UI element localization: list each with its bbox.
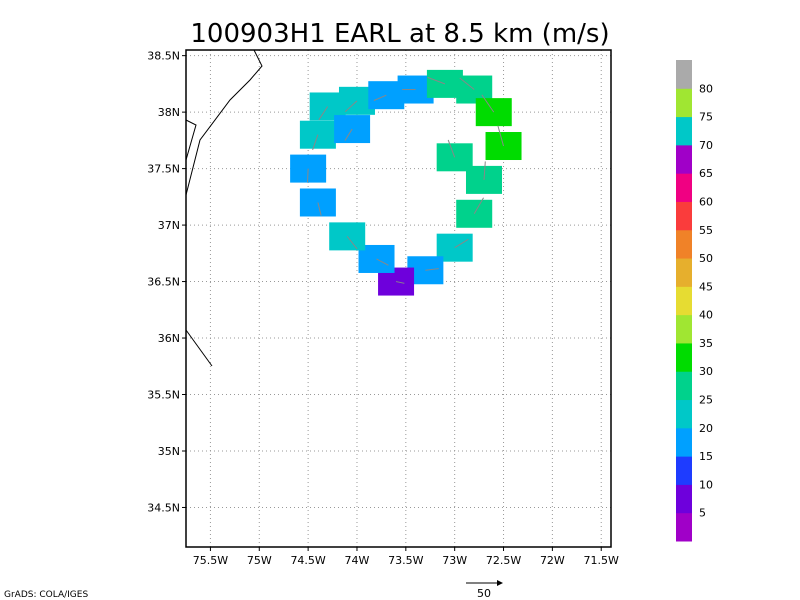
colorbar-swatch — [676, 427, 692, 457]
colorbar-swatch — [676, 286, 692, 316]
colorbar-label: 40 — [699, 309, 713, 322]
colorbar-label: 10 — [699, 478, 713, 491]
colorbar-label: 35 — [699, 337, 713, 350]
wind-vector — [425, 268, 439, 271]
colorbar-label: 65 — [699, 167, 713, 180]
y-tick-label: 37.5N — [147, 163, 180, 176]
colorbar-label: 20 — [699, 422, 713, 435]
wind-vector — [459, 77, 475, 90]
y-tick-label: 38N — [158, 106, 180, 119]
y-tick-label: 35N — [158, 445, 180, 458]
wind-vector — [427, 76, 446, 85]
wind-vector — [312, 134, 319, 150]
colorbar-label: 55 — [699, 224, 713, 237]
colorbar-swatch — [676, 342, 692, 372]
grads-credit: GrADS: COLA/IGES — [4, 590, 88, 600]
colorbar-label: 25 — [699, 394, 713, 407]
colorbar-swatch — [676, 173, 692, 202]
x-axis: 75.5W 75W 74.5W 74W 73.5W 73W 72.5W 72W 71.5W — [193, 547, 619, 567]
wind-vector — [483, 161, 486, 180]
wind-vector — [481, 94, 495, 113]
colorbar-label: 80 — [699, 82, 713, 95]
colorbar-swatch — [676, 144, 692, 174]
colorbar-swatch — [676, 314, 692, 344]
colorbar-swatch — [676, 60, 692, 89]
colorbar-swatch — [676, 201, 692, 231]
x-tick-label: 71.5W — [584, 554, 619, 567]
colorbar-label: 5 — [699, 507, 706, 520]
coastline — [185, 49, 263, 367]
x-tick-label: 75.5W — [193, 554, 228, 567]
colorbar-label: 60 — [699, 195, 713, 208]
colorbar-label: 30 — [699, 365, 713, 378]
colorbar-swatch — [676, 399, 692, 429]
y-tick-label: 36N — [158, 332, 180, 345]
wind-speed-field — [290, 69, 522, 296]
colorbar-swatch — [676, 456, 692, 485]
x-tick-label: 74.5W — [290, 554, 325, 567]
y-tick-label: 34.5N — [147, 501, 180, 514]
chart-title: 100903H1 EARL at 8.5 km (m/s) — [190, 19, 609, 49]
x-tick-label: 74W — [345, 554, 370, 567]
wind-vector — [447, 139, 456, 158]
wind-vectors — [307, 76, 505, 284]
reference-vector: 50 — [466, 580, 503, 600]
wind-vector — [346, 236, 358, 250]
wind-vector — [395, 281, 405, 284]
wind-vector — [317, 202, 322, 216]
x-tick-label: 73W — [442, 554, 467, 567]
y-tick-label: 35.5N — [147, 389, 180, 402]
colorbar-swatch — [676, 371, 692, 401]
wind-vector — [376, 258, 389, 266]
wind-vector — [307, 168, 309, 183]
colorbar-swatch — [676, 512, 692, 542]
colorbar-swatch — [676, 484, 692, 514]
colorbar-swatch — [676, 258, 692, 287]
y-tick-label: 36.5N — [147, 276, 180, 289]
y-axis: 34.5N 35N 35.5N 36N 36.5N 37N 37.5N 38N 38.5N — [147, 50, 186, 514]
wind-vector — [497, 125, 505, 147]
colorbar-label: 45 — [699, 280, 713, 293]
colorbar-swatch — [676, 116, 692, 146]
y-tick-label: 37N — [158, 219, 180, 232]
reference-vector-label: 50 — [477, 587, 491, 600]
y-tick-label: 38.5N — [147, 50, 180, 63]
x-tick-label: 72W — [540, 554, 565, 567]
wind-vector — [318, 106, 329, 121]
wind-vector — [344, 128, 353, 141]
x-tick-label: 75W — [247, 554, 272, 567]
colorbar-swatch — [676, 88, 692, 118]
plot-frame — [186, 50, 611, 547]
plot-border — [185, 49, 612, 548]
colorbar-swatch — [676, 229, 692, 259]
colorbar: 5 10 15 20 25 30 35 40 45 50 55 60 65 70 75 80 — [676, 60, 713, 542]
x-tick-label: 73.5W — [388, 554, 423, 567]
wind-vector — [454, 238, 469, 249]
colorbar-label: 50 — [699, 252, 713, 265]
colorbar-label: 70 — [699, 139, 713, 152]
wind-vector — [344, 100, 358, 113]
colorbar-label: 75 — [699, 111, 713, 124]
wind-vector — [473, 197, 484, 215]
x-tick-label: 72.5W — [486, 554, 521, 567]
colorbar-label: 15 — [699, 450, 713, 463]
wind-vector — [373, 94, 387, 101]
